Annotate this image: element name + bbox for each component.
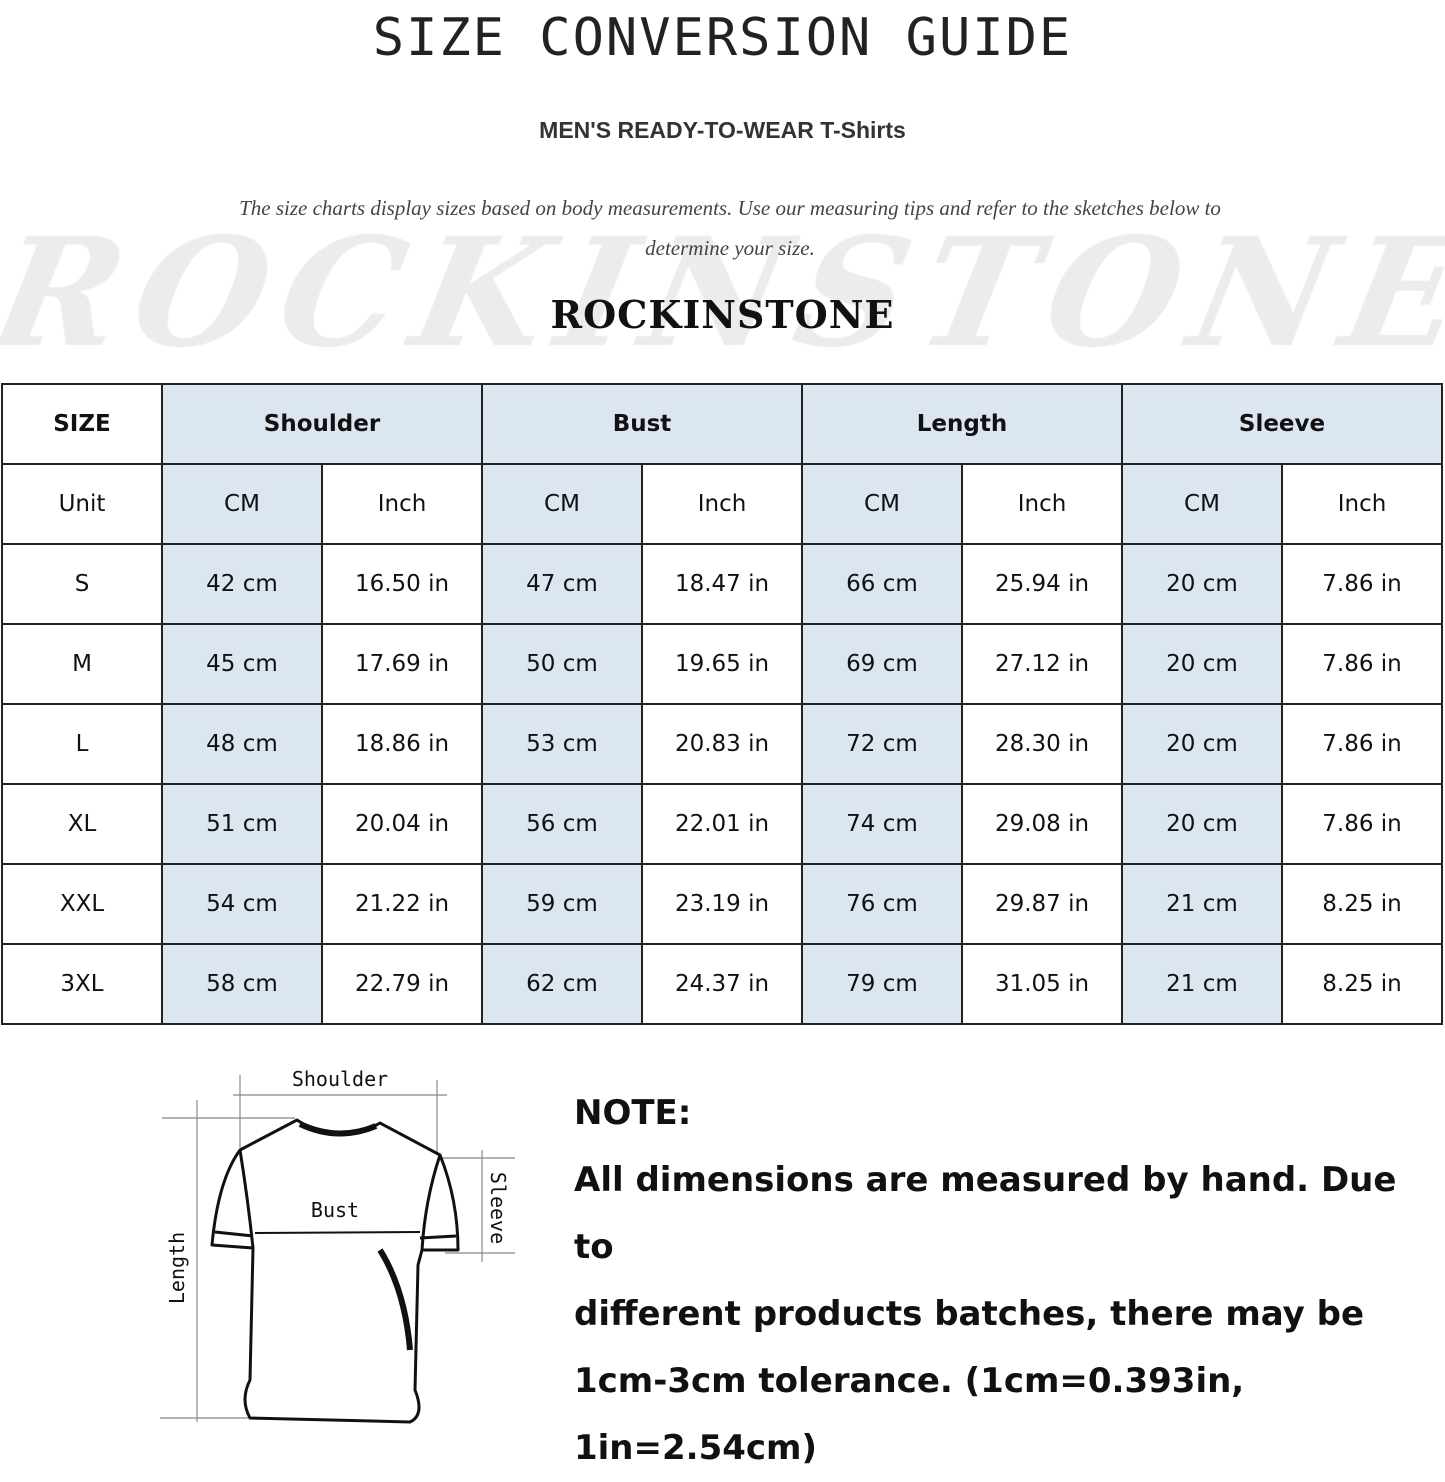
value-cell: 50 cm bbox=[481, 623, 643, 705]
value-cell: 58 cm bbox=[161, 943, 323, 1025]
unit-cell: Inch bbox=[961, 463, 1123, 545]
watermark-logo bbox=[0, 180, 1445, 370]
shoulder-label: Shoulder bbox=[292, 1067, 388, 1091]
value-cell: 22.01 in bbox=[641, 783, 803, 865]
value-cell: 59 cm bbox=[481, 863, 643, 945]
value-cell: 18.47 in bbox=[641, 543, 803, 625]
value-cell: 20 cm bbox=[1121, 783, 1283, 865]
unit-cell: CM bbox=[801, 463, 963, 545]
note-line: 1cm-3cm tolerance. (1cm=0.393in, 1in=2.5… bbox=[574, 1361, 1245, 1468]
value-cell: 19.65 in bbox=[641, 623, 803, 705]
unit-cell: Inch bbox=[641, 463, 803, 545]
value-cell: 7.86 in bbox=[1281, 783, 1443, 865]
value-cell: 18.86 in bbox=[321, 703, 483, 785]
value-cell: 24.37 in bbox=[641, 943, 803, 1025]
value-cell: 69 cm bbox=[801, 623, 963, 705]
value-cell: 23.19 in bbox=[641, 863, 803, 945]
unit-cell: CM bbox=[161, 463, 323, 545]
value-cell: 20 cm bbox=[1121, 623, 1283, 705]
size-cell: L bbox=[1, 703, 163, 785]
value-cell: 22.79 in bbox=[321, 943, 483, 1025]
table-row: 3XL 58 cm 22.79 in 62 cm 24.37 in 79 cm 31.05 … bbox=[1, 943, 1443, 1025]
value-cell: 54 cm bbox=[161, 863, 323, 945]
group-header: Sleeve bbox=[1121, 383, 1443, 465]
note-line: All dimensions are measured by hand. Due… bbox=[574, 1160, 1397, 1267]
value-cell: 29.08 in bbox=[961, 783, 1123, 865]
value-cell: 66 cm bbox=[801, 543, 963, 625]
tshirt-icon bbox=[210, 1118, 460, 1424]
group-header: Shoulder bbox=[161, 383, 483, 465]
page-title: SIZE CONVERSION GUIDE bbox=[372, 8, 1073, 68]
bust-label: Bust bbox=[311, 1198, 359, 1222]
group-header: Bust bbox=[481, 383, 803, 465]
value-cell: 45 cm bbox=[161, 623, 323, 705]
description: The size charts display sizes based on b… bbox=[239, 196, 1221, 260]
value-cell: 25.94 in bbox=[961, 543, 1123, 625]
value-cell: 7.86 in bbox=[1281, 543, 1443, 625]
value-cell: 21 cm bbox=[1121, 943, 1283, 1025]
value-cell: 21 cm bbox=[1121, 863, 1283, 945]
value-cell: 74 cm bbox=[801, 783, 963, 865]
unit-row: Unit CM Inch CM Inch CM Inch CM Inch bbox=[1, 463, 1443, 545]
unit-cell: Inch bbox=[1281, 463, 1443, 545]
value-cell: 8.25 in bbox=[1281, 863, 1443, 945]
value-cell: 20 cm bbox=[1121, 703, 1283, 785]
value-cell: 42 cm bbox=[161, 543, 323, 625]
unit-cell: CM bbox=[1121, 463, 1283, 545]
value-cell: 53 cm bbox=[481, 703, 643, 785]
header-row: SIZE Shoulder Bust Length Sleeve bbox=[1, 383, 1443, 465]
value-cell: 48 cm bbox=[161, 703, 323, 785]
size-cell: 3XL bbox=[1, 943, 163, 1025]
size-header: SIZE bbox=[1, 383, 163, 465]
length-label: Length bbox=[165, 1232, 189, 1304]
value-cell: 72 cm bbox=[801, 703, 963, 785]
note: NOTE: All dimensions are measured by han… bbox=[574, 1080, 1434, 1482]
value-cell: 62 cm bbox=[481, 943, 643, 1025]
value-cell: 8.25 in bbox=[1281, 943, 1443, 1025]
subtitle: MEN'S READY-TO-WEAR T-Shirts bbox=[539, 117, 906, 143]
size-cell: M bbox=[1, 623, 163, 705]
value-cell: 29.87 in bbox=[961, 863, 1123, 945]
value-cell: 20.83 in bbox=[641, 703, 803, 785]
value-cell: 79 cm bbox=[801, 943, 963, 1025]
unit-header: Unit bbox=[1, 463, 163, 545]
value-cell: 20.04 in bbox=[321, 783, 483, 865]
value-cell: 76 cm bbox=[801, 863, 963, 945]
unit-cell: Inch bbox=[321, 463, 483, 545]
size-cell: S bbox=[1, 543, 163, 625]
value-cell: 56 cm bbox=[481, 783, 643, 865]
value-cell: 51 cm bbox=[161, 783, 323, 865]
value-cell: 28.30 in bbox=[961, 703, 1123, 785]
value-cell: 20 cm bbox=[1121, 543, 1283, 625]
unit-cell: CM bbox=[481, 463, 643, 545]
table-row: L 48 cm 18.86 in 53 cm 20.83 in 72 cm 28.30 in… bbox=[1, 703, 1443, 785]
value-cell: 47 cm bbox=[481, 543, 643, 625]
brand-name: ROCKINSTONE bbox=[550, 292, 895, 337]
value-cell: 31.05 in bbox=[961, 943, 1123, 1025]
note-line: different products batches, there may be bbox=[574, 1294, 1365, 1334]
table-row: M 45 cm 17.69 in 50 cm 19.65 in 69 cm 27.12 in… bbox=[1, 623, 1443, 705]
table-row: XL 51 cm 20.04 in 56 cm 22.01 in 74 cm 29.08 i… bbox=[1, 783, 1443, 865]
tshirt-measurement-diagram: Shoulder Bust Length Sleeve bbox=[160, 1067, 515, 1424]
value-cell: 21.22 in bbox=[321, 863, 483, 945]
size-table: SIZE Shoulder Bust Length Sleeve Unit CM… bbox=[1, 383, 1443, 1025]
value-cell: 17.69 in bbox=[321, 623, 483, 705]
group-header: Length bbox=[801, 383, 1123, 465]
table-row: XXL 54 cm 21.22 in 59 cm 23.19 in 76 cm 29.87 … bbox=[1, 863, 1443, 945]
size-cell: XL bbox=[1, 783, 163, 865]
value-cell: 7.86 in bbox=[1281, 703, 1443, 785]
sleeve-label: Sleeve bbox=[486, 1172, 510, 1244]
value-cell: 7.86 in bbox=[1281, 623, 1443, 705]
size-cell: XXL bbox=[1, 863, 163, 945]
note-heading: NOTE: bbox=[574, 1093, 692, 1133]
value-cell: 16.50 in bbox=[321, 543, 483, 625]
value-cell: 27.12 in bbox=[961, 623, 1123, 705]
table-row: S 42 cm 16.50 in 47 cm 18.47 in 66 cm 25.94 in… bbox=[1, 543, 1443, 625]
